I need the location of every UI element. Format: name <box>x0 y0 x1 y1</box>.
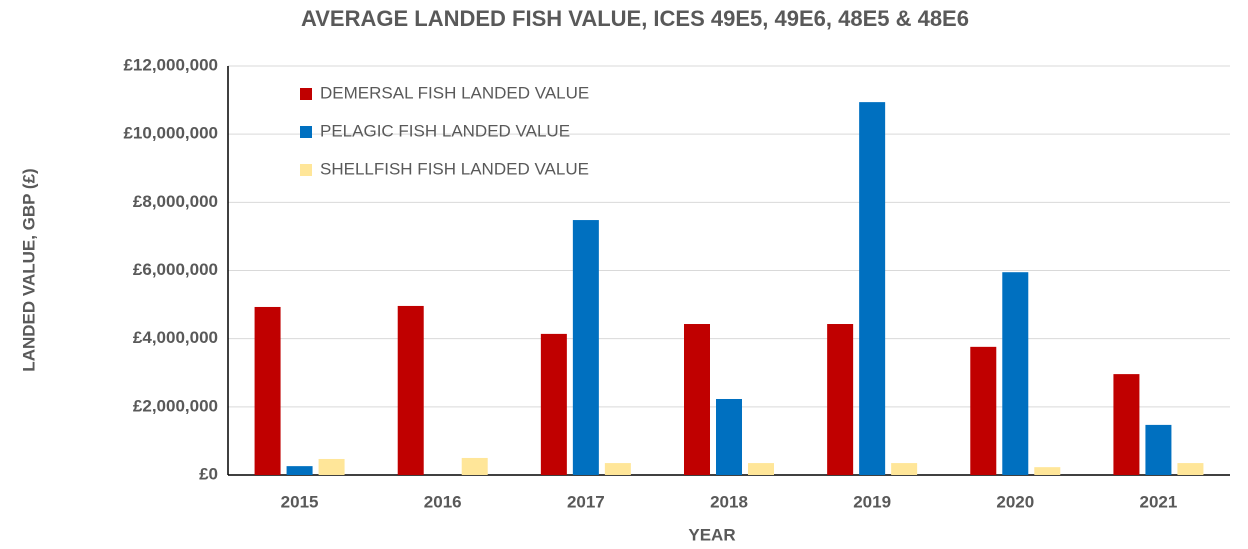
y-tick-label: £12,000,000 <box>123 55 218 74</box>
x-tick-label: 2017 <box>567 492 605 511</box>
x-tick-label: 2020 <box>996 492 1034 511</box>
bar <box>254 306 281 475</box>
bar <box>604 463 631 475</box>
x-axis-title: YEAR <box>688 525 735 544</box>
bar <box>859 102 886 476</box>
bar <box>716 398 742 475</box>
bar <box>1002 272 1029 475</box>
bar <box>318 458 345 475</box>
bar <box>1177 463 1204 475</box>
legend-label: DEMERSAL FISH LANDED VALUE <box>320 83 589 102</box>
legend-swatch <box>300 126 312 138</box>
bar <box>1145 424 1172 475</box>
bar <box>461 457 488 475</box>
y-axis-title: LANDED VALUE, GBP (£) <box>19 168 38 371</box>
x-tick-label: 2021 <box>1140 492 1178 511</box>
bar <box>286 466 313 475</box>
legend-swatch <box>300 88 312 100</box>
x-tick-label: 2018 <box>710 492 748 511</box>
bar <box>1034 467 1061 475</box>
bar <box>572 220 599 475</box>
bar <box>891 463 918 475</box>
chart-title: AVERAGE LANDED FISH VALUE, ICES 49E5, 49… <box>301 6 969 31</box>
bar <box>1113 374 1140 475</box>
legend-label: SHELLFISH FISH LANDED VALUE <box>320 159 589 178</box>
x-tick-label: 2015 <box>281 492 319 511</box>
y-tick-label: £0 <box>199 464 218 483</box>
y-tick-label: £10,000,000 <box>123 124 218 143</box>
bar <box>970 346 997 475</box>
legend-swatch <box>300 164 312 176</box>
y-tick-label: £6,000,000 <box>133 260 218 279</box>
x-tick-label: 2019 <box>853 492 891 511</box>
bar <box>748 463 774 475</box>
bar <box>540 333 567 475</box>
bar <box>827 324 854 475</box>
legend-label: PELAGIC FISH LANDED VALUE <box>320 121 570 140</box>
x-tick-label: 2016 <box>424 492 462 511</box>
bar <box>397 305 424 475</box>
y-tick-label: £2,000,000 <box>133 396 218 415</box>
y-tick-label: £4,000,000 <box>133 328 218 347</box>
y-tick-label: £8,000,000 <box>133 192 218 211</box>
bar <box>684 324 710 475</box>
